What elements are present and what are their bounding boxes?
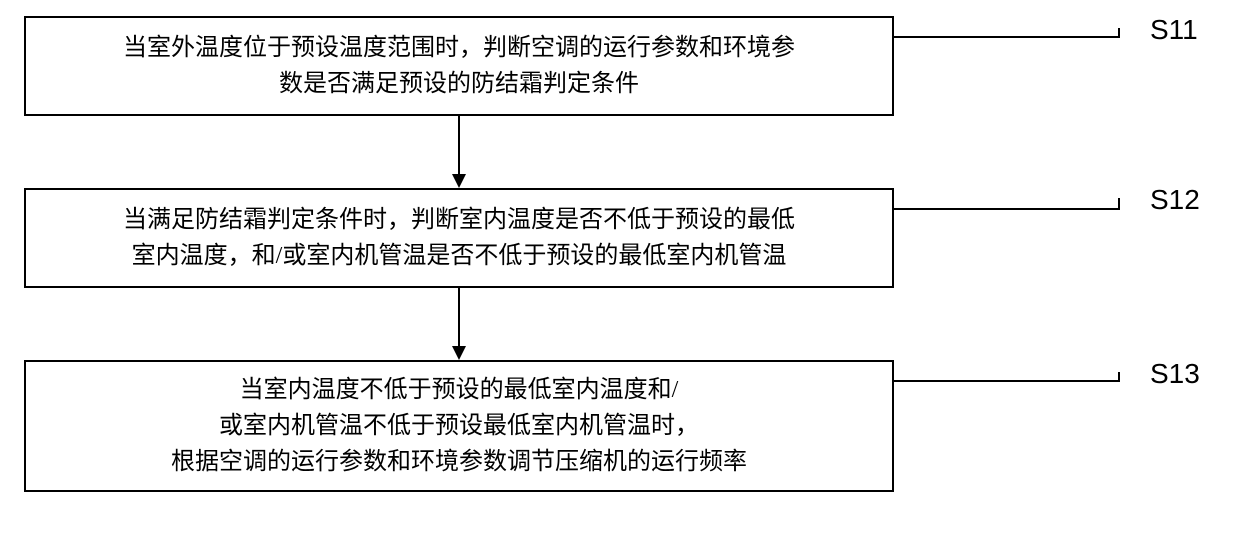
leader-s13-h bbox=[894, 380, 1120, 382]
flowchart-canvas: 当室外温度位于预设温度范围时，判断空调的运行参数和环境参 数是否满足预设的防结霜… bbox=[0, 0, 1240, 538]
step-text-s12: 当满足防结霜判定条件时，判断室内温度是否不低于预设的最低 室内温度，和/或室内机… bbox=[123, 202, 795, 274]
arrow-s11-s12 bbox=[458, 116, 460, 174]
arrow-head-s11-s12 bbox=[452, 174, 466, 188]
step-box-s12: 当满足防结霜判定条件时，判断室内温度是否不低于预设的最低 室内温度，和/或室内机… bbox=[24, 188, 894, 288]
step-line: 当室外温度位于预设温度范围时，判断空调的运行参数和环境参 bbox=[123, 35, 795, 61]
step-text-s13: 当室内温度不低于预设的最低室内温度和/ 或室内机管温不低于预设最低室内机管温时，… bbox=[171, 372, 747, 480]
step-line: 室内温度，和/或室内机管温是否不低于预设的最低室内机管温 bbox=[132, 243, 787, 269]
step-line: 根据空调的运行参数和环境参数调节压缩机的运行频率 bbox=[171, 449, 747, 475]
leader-s11-v bbox=[1118, 28, 1120, 38]
step-line: 当满足防结霜判定条件时，判断室内温度是否不低于预设的最低 bbox=[123, 207, 795, 233]
step-label-s13: S13 bbox=[1150, 358, 1200, 390]
step-line: 数是否满足预设的防结霜判定条件 bbox=[279, 71, 639, 97]
leader-s11-h bbox=[894, 36, 1120, 38]
arrow-s12-s13 bbox=[458, 288, 460, 346]
leader-s12-h bbox=[894, 208, 1120, 210]
leader-s12-v bbox=[1118, 198, 1120, 210]
arrow-head-s12-s13 bbox=[452, 346, 466, 360]
step-line: 当室内温度不低于预设的最低室内温度和/ bbox=[240, 377, 679, 403]
step-box-s13: 当室内温度不低于预设的最低室内温度和/ 或室内机管温不低于预设最低室内机管温时，… bbox=[24, 360, 894, 492]
leader-s13-v bbox=[1118, 372, 1120, 382]
step-text-s11: 当室外温度位于预设温度范围时，判断空调的运行参数和环境参 数是否满足预设的防结霜… bbox=[123, 30, 795, 102]
step-line: 或室内机管温不低于预设最低室内机管温时， bbox=[219, 413, 699, 439]
step-label-s12: S12 bbox=[1150, 184, 1200, 216]
step-box-s11: 当室外温度位于预设温度范围时，判断空调的运行参数和环境参 数是否满足预设的防结霜… bbox=[24, 16, 894, 116]
step-label-s11: S11 bbox=[1150, 14, 1198, 46]
